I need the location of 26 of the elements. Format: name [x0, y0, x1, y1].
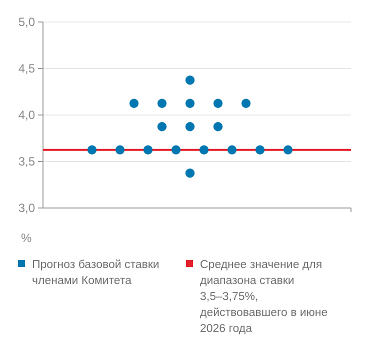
- point: [185, 122, 195, 132]
- y-tick-label: 4,5: [18, 62, 36, 76]
- legend-label: Среднее значение для диапазона ставки 3,5–3,75%, действовавшего в июне 2026 года: [200, 259, 328, 335]
- point: [185, 168, 195, 178]
- point: [283, 145, 293, 154]
- point: [171, 145, 181, 154]
- point: [129, 98, 139, 108]
- point: [185, 76, 195, 85]
- point: [255, 145, 265, 154]
- point: [157, 98, 167, 108]
- point: [213, 98, 223, 108]
- point: [199, 145, 209, 154]
- point: [87, 145, 97, 154]
- point: [227, 145, 237, 154]
- point: [143, 145, 153, 154]
- y-axis-title: %: [21, 231, 32, 245]
- point: [185, 98, 195, 108]
- point: [241, 98, 251, 108]
- point: [213, 122, 223, 132]
- y-tick-label: 4,0: [18, 108, 36, 122]
- y-tick-label: 3,5: [18, 154, 36, 169]
- y-tick-label: 5,0: [18, 15, 36, 30]
- legend-label: Прогноз базовой ставки членами Комитета: [32, 259, 160, 287]
- y-tick-label: 3,0: [18, 201, 36, 216]
- point: [157, 122, 167, 132]
- point: [115, 145, 125, 154]
